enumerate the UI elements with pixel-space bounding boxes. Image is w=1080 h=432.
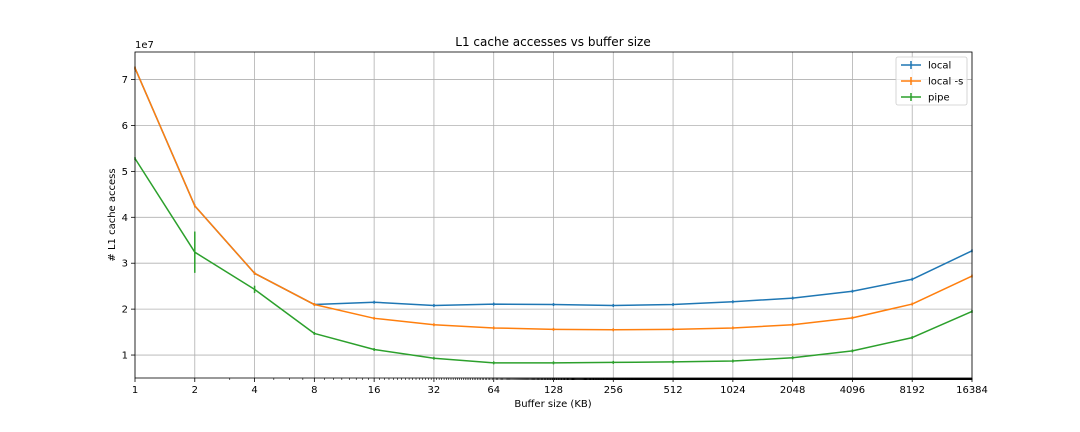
x-tick-label: 4096 <box>840 385 865 396</box>
x-tick-label: 1024 <box>720 385 745 396</box>
x-tick-label: 8 <box>311 385 317 396</box>
series-pipe <box>134 157 973 365</box>
x-tick-label: 4 <box>251 385 257 396</box>
x-tick-label: 16 <box>368 385 381 396</box>
x-tick-label: 8192 <box>899 385 924 396</box>
x-axis: 1 2 4 8 16 32 64 128 256 512 1024 2048 4096 8192 16384 <box>132 378 988 396</box>
x-tick-label: 64 <box>487 385 500 396</box>
series-layer <box>134 66 973 365</box>
x-tick-label: 2 <box>192 385 198 396</box>
x-tick-label: 32 <box>428 385 441 396</box>
series-local-s <box>134 66 973 332</box>
x-tick-label: 16384 <box>956 385 988 396</box>
x-tick-label: 256 <box>604 385 623 396</box>
x-tick-label: 512 <box>664 385 683 396</box>
grid <box>134 52 973 378</box>
x-tick-label: 2048 <box>780 385 805 396</box>
x-tick-label: 128 <box>544 385 563 396</box>
x-tick-label: 1 <box>132 385 138 396</box>
